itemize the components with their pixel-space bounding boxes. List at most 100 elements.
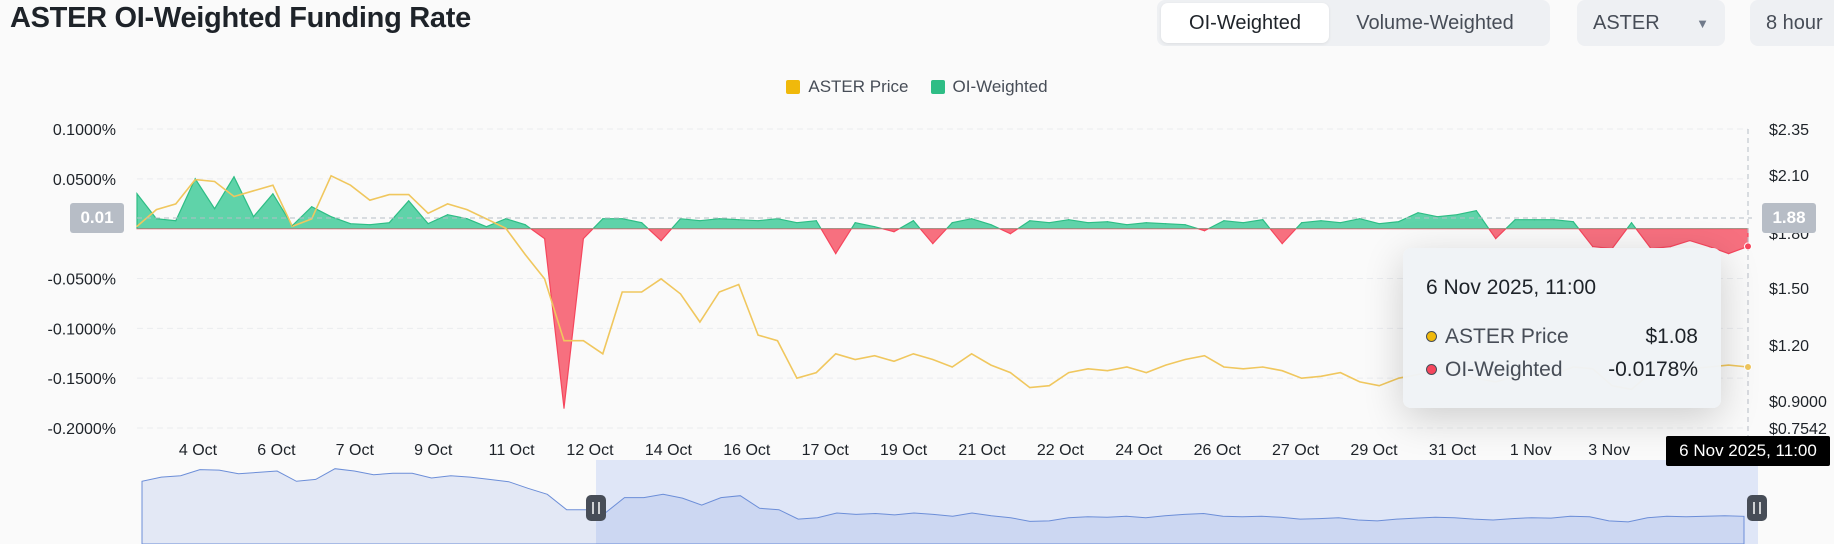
price-point-13 <box>388 194 390 196</box>
price-point-28 <box>679 293 682 295</box>
y-left-tick-1: 0.0500% <box>53 172 116 189</box>
navigator-handle-left[interactable] <box>586 495 606 521</box>
price-point-11 <box>349 184 352 186</box>
oi-point-71 <box>1514 219 1516 221</box>
y-left-tick-3: -0.0500% <box>48 272 117 289</box>
price-point-44 <box>990 364 992 366</box>
oi-point-7 <box>272 193 274 195</box>
oi-point-70 <box>1495 238 1497 240</box>
price-point-41 <box>932 358 934 361</box>
price-point-60 <box>1301 377 1303 379</box>
legend-label-price: ASTER Price <box>808 77 909 96</box>
price-point-12 <box>369 199 371 201</box>
oi-point-22 <box>563 407 565 409</box>
price-point-39 <box>893 360 895 362</box>
price-point-55 <box>1203 355 1206 357</box>
tooltip-value-oi: -0.0178% <box>1608 357 1698 381</box>
navigator-handle-right[interactable] <box>1747 495 1767 521</box>
oi-point-36 <box>835 253 837 255</box>
legend-swatch-oi <box>930 80 945 94</box>
x-tick-10: 21 Oct <box>958 442 1006 459</box>
oi-point-27 <box>660 240 662 242</box>
oi-point-38 <box>874 226 876 228</box>
y-right-tick-6: $0.7542 <box>1769 421 1827 438</box>
legend-item-price[interactable]: ASTER Price <box>786 77 909 97</box>
price-point-36 <box>835 353 837 355</box>
x-tick-8: 17 Oct <box>802 442 850 459</box>
oi-point-31 <box>738 219 740 221</box>
tooltip-dot-oi <box>1426 364 1437 375</box>
legend-item-oi[interactable]: OI-Weighted <box>930 77 1048 97</box>
price-point-45 <box>1009 372 1012 374</box>
price-point-19 <box>505 227 507 229</box>
oi-point-40 <box>912 220 915 222</box>
oi-point-82 <box>1728 253 1730 255</box>
price-point-32 <box>757 334 759 336</box>
price-point-25 <box>621 291 623 293</box>
chart-legend: ASTER Price OI-Weighted <box>0 77 1834 97</box>
oi-point-68 <box>1456 214 1458 216</box>
oi-point-39 <box>893 231 895 233</box>
oi-point-18 <box>485 226 487 228</box>
price-point-82 <box>1728 364 1730 366</box>
price-point-18 <box>485 218 487 220</box>
oi-point-14 <box>408 200 410 202</box>
oi-point-59 <box>1281 243 1283 245</box>
price-point-59 <box>1281 370 1283 372</box>
interval-select[interactable]: 8 hour <box>1750 0 1834 46</box>
x-tick-1: 6 Oct <box>257 442 296 459</box>
price-point-51 <box>1126 366 1128 368</box>
oi-point-79 <box>1669 246 1671 248</box>
price-point-5 <box>233 195 235 198</box>
price-point-20 <box>524 253 526 256</box>
oi-point-0 <box>136 193 138 195</box>
price-point-14 <box>408 194 410 196</box>
price-point-10 <box>330 175 332 177</box>
oi-point-35 <box>815 220 817 222</box>
price-point-22 <box>563 340 565 342</box>
oi-point-16 <box>447 214 449 216</box>
oi-point-25 <box>621 218 623 220</box>
asset-select[interactable]: ASTER ▼ <box>1577 0 1725 46</box>
oi-point-6 <box>252 216 255 218</box>
oi-point-20 <box>524 224 526 226</box>
oi-point-51 <box>1126 224 1128 226</box>
price-point-9 <box>311 218 313 220</box>
chart-tooltip: 6 Nov 2025, 11:00 ASTER Price $1.08 OI-W… <box>1403 248 1721 408</box>
x-tick-13: 26 Oct <box>1194 442 1242 459</box>
oi-point-29 <box>699 220 701 222</box>
legend-swatch-price <box>786 80 801 94</box>
oi-point-49 <box>1087 222 1089 224</box>
price-point-48 <box>1068 372 1070 374</box>
oi-point-30 <box>718 218 720 220</box>
oi-point-73 <box>1553 219 1555 221</box>
x-tick-11: 22 Oct <box>1037 442 1085 459</box>
oi-point-46 <box>1029 220 1031 222</box>
price-point-1 <box>155 209 157 211</box>
x-tick-2: 7 Oct <box>336 442 375 459</box>
price-point-52 <box>1145 372 1147 374</box>
price-point-64 <box>1378 385 1380 387</box>
tooltip-row-oi: OI-Weighted -0.0178% <box>1426 353 1698 386</box>
tab-oi-weighted[interactable]: OI-Weighted <box>1161 3 1329 43</box>
price-point-57 <box>1242 368 1244 370</box>
price-point-43 <box>971 353 973 355</box>
tab-volume-weighted[interactable]: Volume-Weighted <box>1356 11 1514 34</box>
oi-point-13 <box>388 222 390 224</box>
tooltip-dot-price <box>1426 331 1437 342</box>
price-point-15 <box>427 212 429 214</box>
x-tick-18: 3 Nov <box>1588 442 1630 459</box>
weighting-toggle: OI-Weighted Volume-Weighted <box>1157 0 1550 46</box>
y-left-tick-5: -0.1500% <box>48 371 117 388</box>
price-point-63 <box>1359 381 1361 383</box>
x-tick-7: 16 Oct <box>723 442 771 459</box>
oi-point-10 <box>330 216 332 218</box>
chevron-down-icon: ▼ <box>1696 15 1709 31</box>
oi-point-2 <box>175 220 177 222</box>
oi-point-60 <box>1301 222 1303 224</box>
oi-point-48 <box>1068 219 1070 221</box>
price-point-2 <box>175 203 177 205</box>
oi-point-77 <box>1630 222 1633 224</box>
x-tick-17: 1 Nov <box>1510 442 1552 459</box>
